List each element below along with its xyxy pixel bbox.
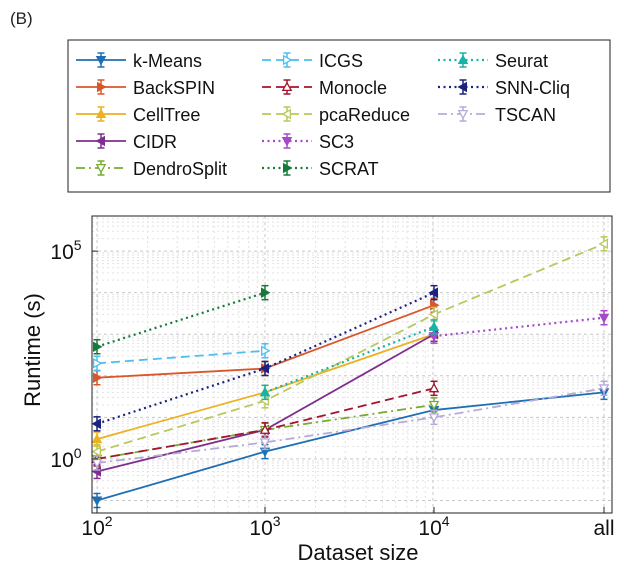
legend-scrat-marker [282,162,293,174]
point-k-means-marker [91,496,103,507]
legend-item-icgs: ICGS [262,51,363,71]
series-line-sc3 [433,316,605,338]
series-scrat [92,284,271,355]
series-tscan [91,380,610,471]
legend-snn-cliq-marker [457,81,468,93]
series-pcareduce [91,236,609,460]
series-layer [91,236,610,509]
point-icgs-marker [260,345,271,357]
point-scrat-marker [92,341,103,353]
point-sc3-marker [598,313,610,324]
legend-label-pcareduce: pcaReduce [319,105,410,125]
legend-item-sc3: SC3 [262,132,354,152]
point-tscan-marker [428,413,440,423]
legend-k-means-marker [95,55,107,66]
point-seurat-marker [259,386,271,397]
legend-label-cidr: CIDR [133,132,177,152]
point-backspin-marker [92,372,103,384]
series-seurat [259,319,440,401]
legend-item-tscan: TSCAN [438,105,556,125]
point-snn-cliq-marker [91,418,102,430]
legend: k-Means BackSPIN CellTree CIDR DendroSplit IC… [67,39,611,193]
point-scrat-marker [260,287,271,298]
legend-label-snn-cliq: SNN-Cliq [495,78,570,98]
point-tscan-marker [259,438,271,448]
point-monocle-marker [428,382,440,393]
x-tick-label: 103 [249,513,280,540]
legend-label-scrat: SCRAT [319,159,379,179]
legend-item-snn-cliq: SNN-Cliq [438,78,570,98]
legend-label-celltree: CellTree [133,105,200,125]
point-snn-cliq-marker [259,363,270,374]
x-tick-label: 102 [81,513,112,540]
point-dendrosplit-marker [428,400,440,411]
series-icgs [92,343,271,372]
legend-label-sc3: SC3 [319,132,354,152]
legend-cidr-marker [95,135,106,147]
series-line-pcareduce [96,242,605,453]
series-snn-cliq [91,284,439,432]
legend-sc3-marker [281,136,293,147]
series-line-k-means [96,391,605,502]
legend-label-k-means: k-Means [133,51,202,71]
legend-label-backspin: BackSPIN [133,78,215,98]
legend-label-dendrosplit: DendroSplit [133,159,227,179]
point-icgs-marker [92,357,103,369]
series-line-tscan [96,387,605,464]
series-line-icgs [96,349,266,365]
point-seurat-marker [428,321,440,331]
plot-background [92,216,612,513]
point-pcareduce-marker [91,446,102,457]
legend-monocle-marker [281,81,293,92]
legend-item-scrat: SCRAT [262,159,379,179]
point-tscan-marker [598,384,610,394]
point-pcareduce-marker [428,309,439,320]
legend-item-pcareduce: pcaReduce [262,105,410,125]
point-snn-cliq-marker [428,287,439,298]
panel-label: (B) [10,9,33,28]
axis-ticks: 102 103 104 all 100 105 [50,237,614,540]
x-tick-label: all [593,517,614,540]
series-line-scrat [96,291,266,348]
legend-item-seurat: Seurat [438,51,548,71]
point-tscan-marker [91,458,103,469]
y-tick-label: 100 [50,445,81,472]
point-monocle-marker [259,424,271,434]
plot-frame [91,215,613,514]
legend-item-dendrosplit: DendroSplit [76,159,227,179]
legend-label-tscan: TSCAN [495,105,556,125]
legend-backspin-marker [96,81,107,93]
y-tick-label: 105 [50,237,81,264]
legend-item-cidr: CIDR [76,132,177,152]
legend-celltree-marker [95,108,107,119]
legend-label-seurat: Seurat [495,51,548,71]
plot-area: 102 103 104 all 100 105 [50,215,615,540]
legend-tscan-marker [457,109,469,120]
legend-item-k-means: k-Means [76,51,202,71]
legend-pcareduce-marker [281,108,292,120]
x-axis-label: Dataset size [297,540,418,565]
legend-item-monocle: Monocle [262,78,387,98]
legend-item-celltree: CellTree [76,105,200,125]
point-celltree-marker [91,433,103,444]
legend-seurat-marker [457,54,469,65]
legend-icgs-marker [282,54,293,66]
legend-item-backspin: BackSPIN [76,78,215,98]
legend-dendrosplit-marker [95,163,107,174]
legend-label-monocle: Monocle [319,78,387,98]
legend-label-icgs: ICGS [319,51,363,71]
x-tick-label: 104 [418,513,449,540]
y-axis-label: Runtime (s) [20,293,45,407]
point-pcareduce-marker [598,238,609,250]
legend-box [67,39,611,193]
